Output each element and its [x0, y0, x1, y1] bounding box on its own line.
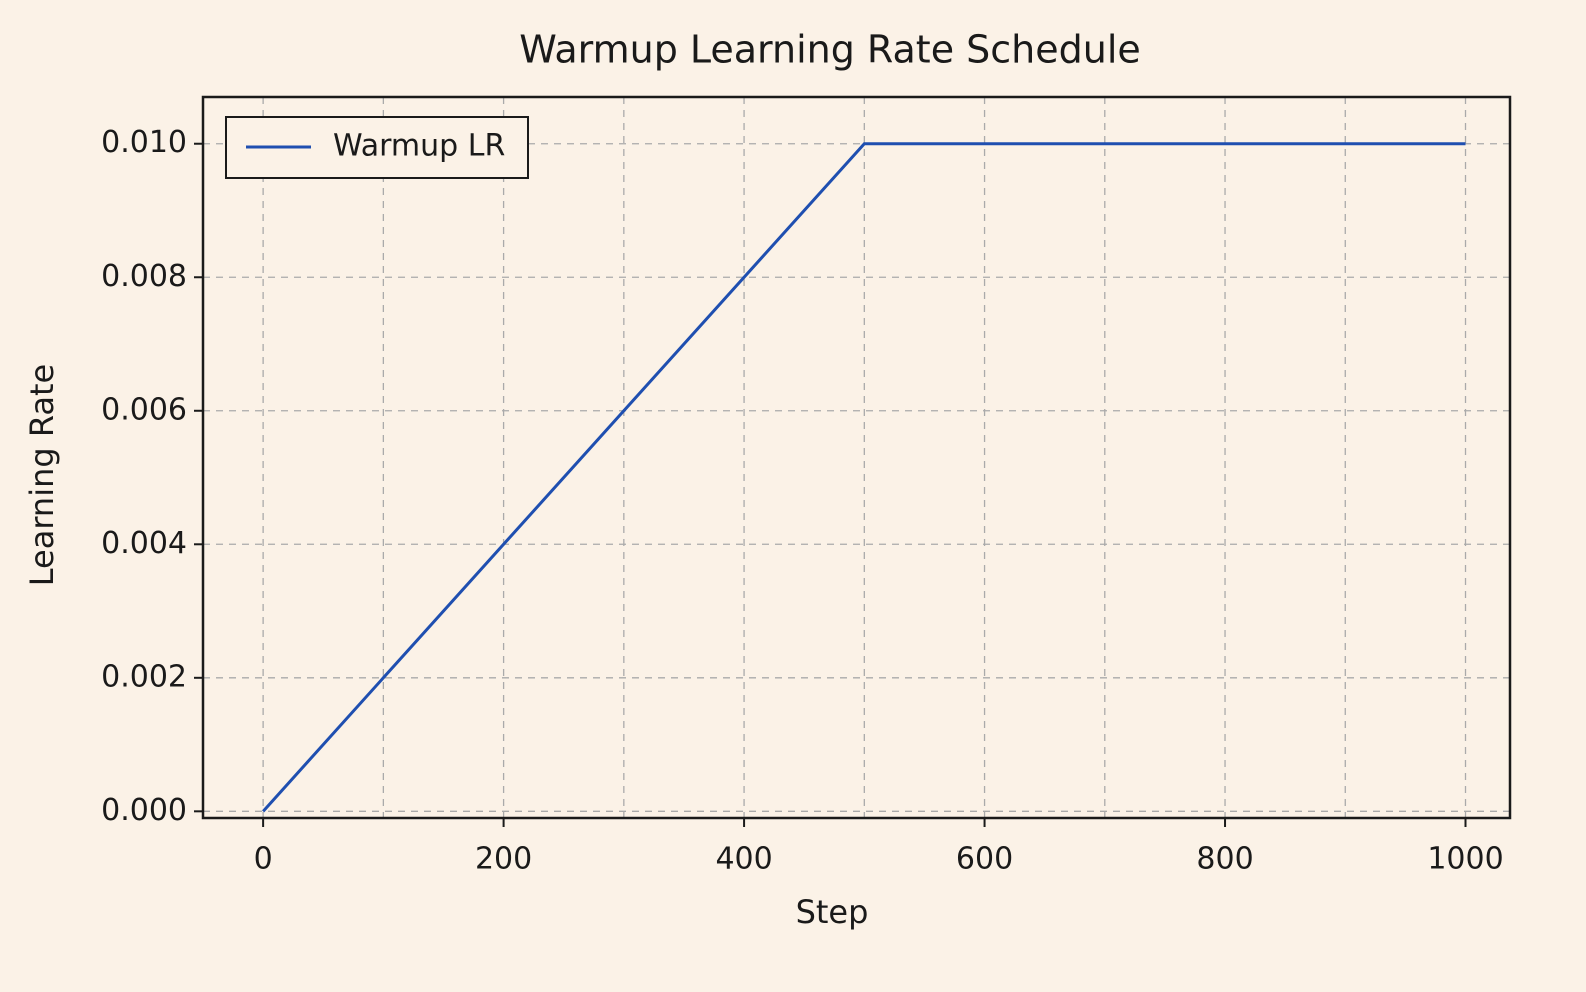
- chart-title: Warmup Learning Rate Schedule: [519, 28, 1141, 72]
- y-tick-label: 0.010: [101, 125, 187, 160]
- x-tick-label: 0: [254, 842, 273, 877]
- line: [262, 142, 1466, 813]
- x-tick-label: 400: [715, 842, 772, 877]
- x-axis-label: Step: [796, 893, 869, 931]
- x-tick-label: 800: [1196, 842, 1253, 877]
- y-tick-label: 0.000: [101, 793, 187, 828]
- y-tick-label: 0.002: [101, 659, 187, 694]
- y-tick-label: 0.004: [101, 526, 187, 561]
- legend-label: Warmup LR: [333, 129, 505, 164]
- x-tick-label: 1000: [1427, 842, 1503, 877]
- y-tick-label: 0.006: [101, 392, 187, 427]
- x-tick-label: 200: [475, 842, 532, 877]
- plot-frame: [201, 95, 1512, 820]
- x-tick-label: 600: [956, 842, 1013, 877]
- y-axis-label: Learning Rate: [23, 364, 61, 586]
- y-tick-label: 0.008: [101, 259, 187, 294]
